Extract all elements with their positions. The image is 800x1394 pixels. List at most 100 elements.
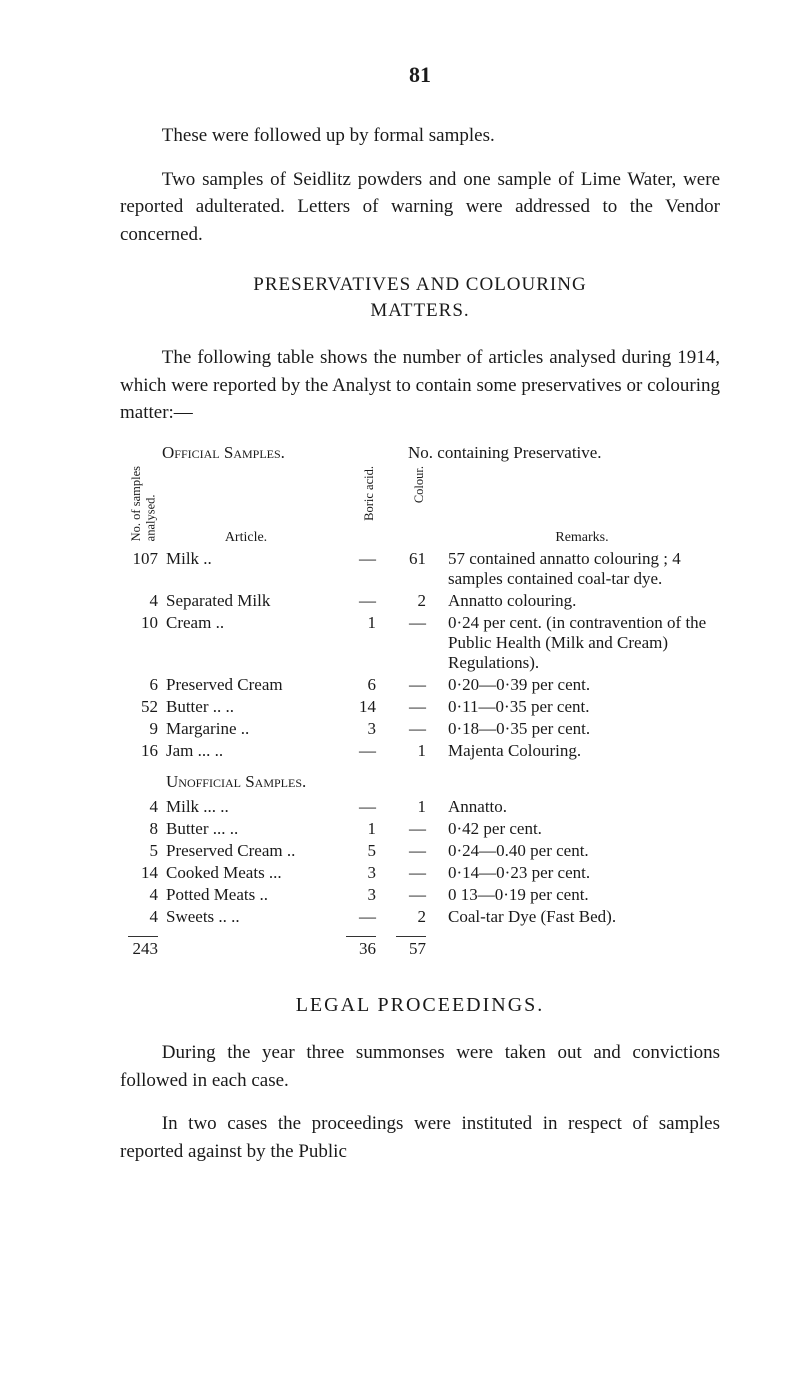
paragraph-3: The following table shows the number of … bbox=[120, 344, 720, 427]
table-row: 4Sweets .. ..—2Coal-tar Dye (Fast Bed). bbox=[120, 906, 720, 928]
cell-remarks: 0·42 per cent. bbox=[430, 818, 720, 840]
paragraph-4: During the year three summonses were tak… bbox=[120, 1039, 720, 1094]
cell-article: Separated Milk bbox=[162, 590, 330, 612]
cell-remarks: 0·11—0·35 per cent. bbox=[430, 696, 720, 718]
section-heading-line2: MATTERS. bbox=[120, 300, 720, 322]
cell-no: 107 bbox=[120, 548, 162, 590]
hdr-colour: Colour. bbox=[412, 466, 426, 503]
cell-remarks: 57 contained annatto colouring ; 4 sampl… bbox=[430, 548, 720, 590]
cell-colour: — bbox=[380, 674, 430, 696]
cell-article: Milk ... .. bbox=[162, 796, 330, 818]
cell-boric: 3 bbox=[330, 884, 380, 906]
cell-no: 4 bbox=[120, 884, 162, 906]
cell-colour: 61 bbox=[380, 548, 430, 590]
cell-boric: 6 bbox=[330, 674, 380, 696]
cell-article: Cooked Meats ... bbox=[162, 862, 330, 884]
table-header-row: No. of samples analysed. Article. Boric … bbox=[120, 465, 720, 548]
cell-boric: — bbox=[330, 906, 380, 928]
table-row: 6Preserved Cream6—0·20—0·39 per cent. bbox=[120, 674, 720, 696]
table-row: 5Preserved Cream ..5—0·24—0.40 per cent. bbox=[120, 840, 720, 862]
cell-no: 4 bbox=[120, 906, 162, 928]
paragraph-1: These were followed up by formal samples… bbox=[120, 122, 720, 150]
legal-heading: LEGAL PROCEEDINGS. bbox=[120, 994, 720, 1017]
cell-remarks: 0·20—0·39 per cent. bbox=[430, 674, 720, 696]
cell-remarks: Coal-tar Dye (Fast Bed). bbox=[430, 906, 720, 928]
paragraph-5: In two cases the proceedings were instit… bbox=[120, 1110, 720, 1165]
cell-boric: — bbox=[330, 590, 380, 612]
cell-remarks: Majenta Colouring. bbox=[430, 740, 720, 762]
table-row: 4Separated Milk—2Annatto colouring. bbox=[120, 590, 720, 612]
samples-table: Official Samples. No. containing Preserv… bbox=[120, 443, 720, 960]
total-colour: 57 bbox=[409, 939, 426, 958]
cell-boric: 14 bbox=[330, 696, 380, 718]
cell-no: 5 bbox=[120, 840, 162, 862]
cell-remarks: 0 13—0·19 per cent. bbox=[430, 884, 720, 906]
table-row: 10Cream ..1—0·24 per cent. (in contraven… bbox=[120, 612, 720, 674]
cell-boric: — bbox=[330, 796, 380, 818]
cell-no: 8 bbox=[120, 818, 162, 840]
cell-boric: 3 bbox=[330, 862, 380, 884]
cell-article: Milk .. bbox=[162, 548, 330, 590]
cell-colour: — bbox=[380, 718, 430, 740]
cell-colour: — bbox=[380, 818, 430, 840]
cell-article: Butter ... .. bbox=[162, 818, 330, 840]
cell-colour: — bbox=[380, 696, 430, 718]
cell-boric: 1 bbox=[330, 612, 380, 674]
cell-remarks: 0·24 per cent. (in contravention of the … bbox=[430, 612, 720, 674]
table-row: 107Milk ..—6157 contained annatto colour… bbox=[120, 548, 720, 590]
total-row: 243 36 57 bbox=[120, 928, 720, 960]
cell-no: 6 bbox=[120, 674, 162, 696]
cell-boric: — bbox=[330, 740, 380, 762]
cell-article: Potted Meats .. bbox=[162, 884, 330, 906]
hdr-boric: Boric acid. bbox=[362, 466, 376, 521]
cell-no: 10 bbox=[120, 612, 162, 674]
cell-article: Sweets .. .. bbox=[162, 906, 330, 928]
cell-no: 9 bbox=[120, 718, 162, 740]
cell-boric: 1 bbox=[330, 818, 380, 840]
cell-colour: — bbox=[380, 612, 430, 674]
cell-boric: 3 bbox=[330, 718, 380, 740]
cell-remarks: Annatto. bbox=[430, 796, 720, 818]
cell-colour: — bbox=[380, 862, 430, 884]
cell-no: 14 bbox=[120, 862, 162, 884]
cell-boric: 5 bbox=[330, 840, 380, 862]
cell-colour: 1 bbox=[380, 796, 430, 818]
table-row: 9Margarine ..3—0·18—0·35 per cent. bbox=[120, 718, 720, 740]
cell-remarks: Annatto colouring. bbox=[430, 590, 720, 612]
total-no: 243 bbox=[133, 939, 159, 958]
unofficial-subheader-row: Unofficial Samples. bbox=[120, 762, 720, 796]
table-row: 8Butter ... ..1—0·42 per cent. bbox=[120, 818, 720, 840]
cell-article: Margarine .. bbox=[162, 718, 330, 740]
cell-colour: 2 bbox=[380, 590, 430, 612]
hdr-no: No. of samples analysed. bbox=[129, 466, 158, 541]
hdr-article: Article. bbox=[162, 465, 330, 548]
cell-remarks: 0·18—0·35 per cent. bbox=[430, 718, 720, 740]
table-row: 16Jam ... ..—1Majenta Colouring. bbox=[120, 740, 720, 762]
paragraph-2: Two samples of Seidlitz powders and one … bbox=[120, 166, 720, 249]
total-boric: 36 bbox=[359, 939, 376, 958]
cell-article: Jam ... .. bbox=[162, 740, 330, 762]
cell-colour: 1 bbox=[380, 740, 430, 762]
table-row: 52Butter .. ..14—0·11—0·35 per cent. bbox=[120, 696, 720, 718]
cell-article: Cream .. bbox=[162, 612, 330, 674]
cell-article: Preserved Cream bbox=[162, 674, 330, 696]
cell-colour: — bbox=[380, 884, 430, 906]
cell-boric: — bbox=[330, 548, 380, 590]
cell-no: 52 bbox=[120, 696, 162, 718]
table-top-right: No. containing Preservative. bbox=[402, 443, 720, 463]
unofficial-subheader: Unofficial Samples. bbox=[162, 762, 720, 796]
cell-no: 4 bbox=[120, 796, 162, 818]
table-row: 4Potted Meats ..3—0 13—0·19 per cent. bbox=[120, 884, 720, 906]
section-heading-line1: PRESERVATIVES AND COLOURING bbox=[120, 274, 720, 296]
table-row: 4Milk ... ..—1Annatto. bbox=[120, 796, 720, 818]
cell-article: Preserved Cream .. bbox=[162, 840, 330, 862]
cell-remarks: 0·24—0.40 per cent. bbox=[430, 840, 720, 862]
cell-colour: — bbox=[380, 840, 430, 862]
table-row: 14Cooked Meats ...3—0·14—0·23 per cent. bbox=[120, 862, 720, 884]
cell-no: 16 bbox=[120, 740, 162, 762]
cell-no: 4 bbox=[120, 590, 162, 612]
cell-colour: 2 bbox=[380, 906, 430, 928]
page-number: 81 bbox=[120, 62, 720, 88]
cell-article: Butter .. .. bbox=[162, 696, 330, 718]
cell-remarks: 0·14—0·23 per cent. bbox=[430, 862, 720, 884]
